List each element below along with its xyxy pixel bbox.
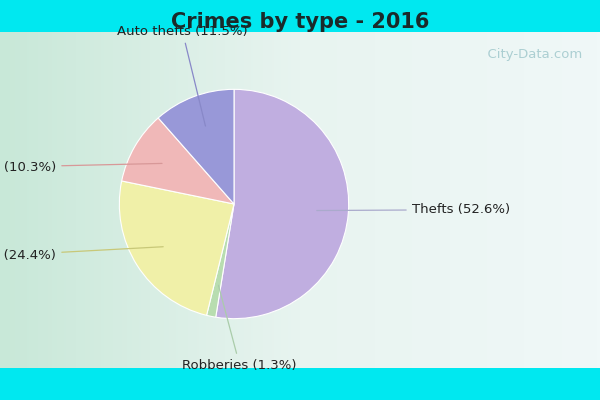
Text: Robberies (1.3%): Robberies (1.3%) [182,285,297,372]
Text: City-Data.com: City-Data.com [479,48,582,61]
Text: Assaults (24.4%): Assaults (24.4%) [0,247,163,262]
Text: Crimes by type - 2016: Crimes by type - 2016 [171,12,429,32]
Wedge shape [158,89,234,204]
Wedge shape [206,204,234,317]
Text: Thefts (52.6%): Thefts (52.6%) [317,203,510,216]
Wedge shape [119,181,234,315]
Wedge shape [122,118,234,204]
Wedge shape [216,89,349,319]
Text: Auto thefts (11.5%): Auto thefts (11.5%) [117,25,248,126]
Text: Burglaries (10.3%): Burglaries (10.3%) [0,161,162,174]
